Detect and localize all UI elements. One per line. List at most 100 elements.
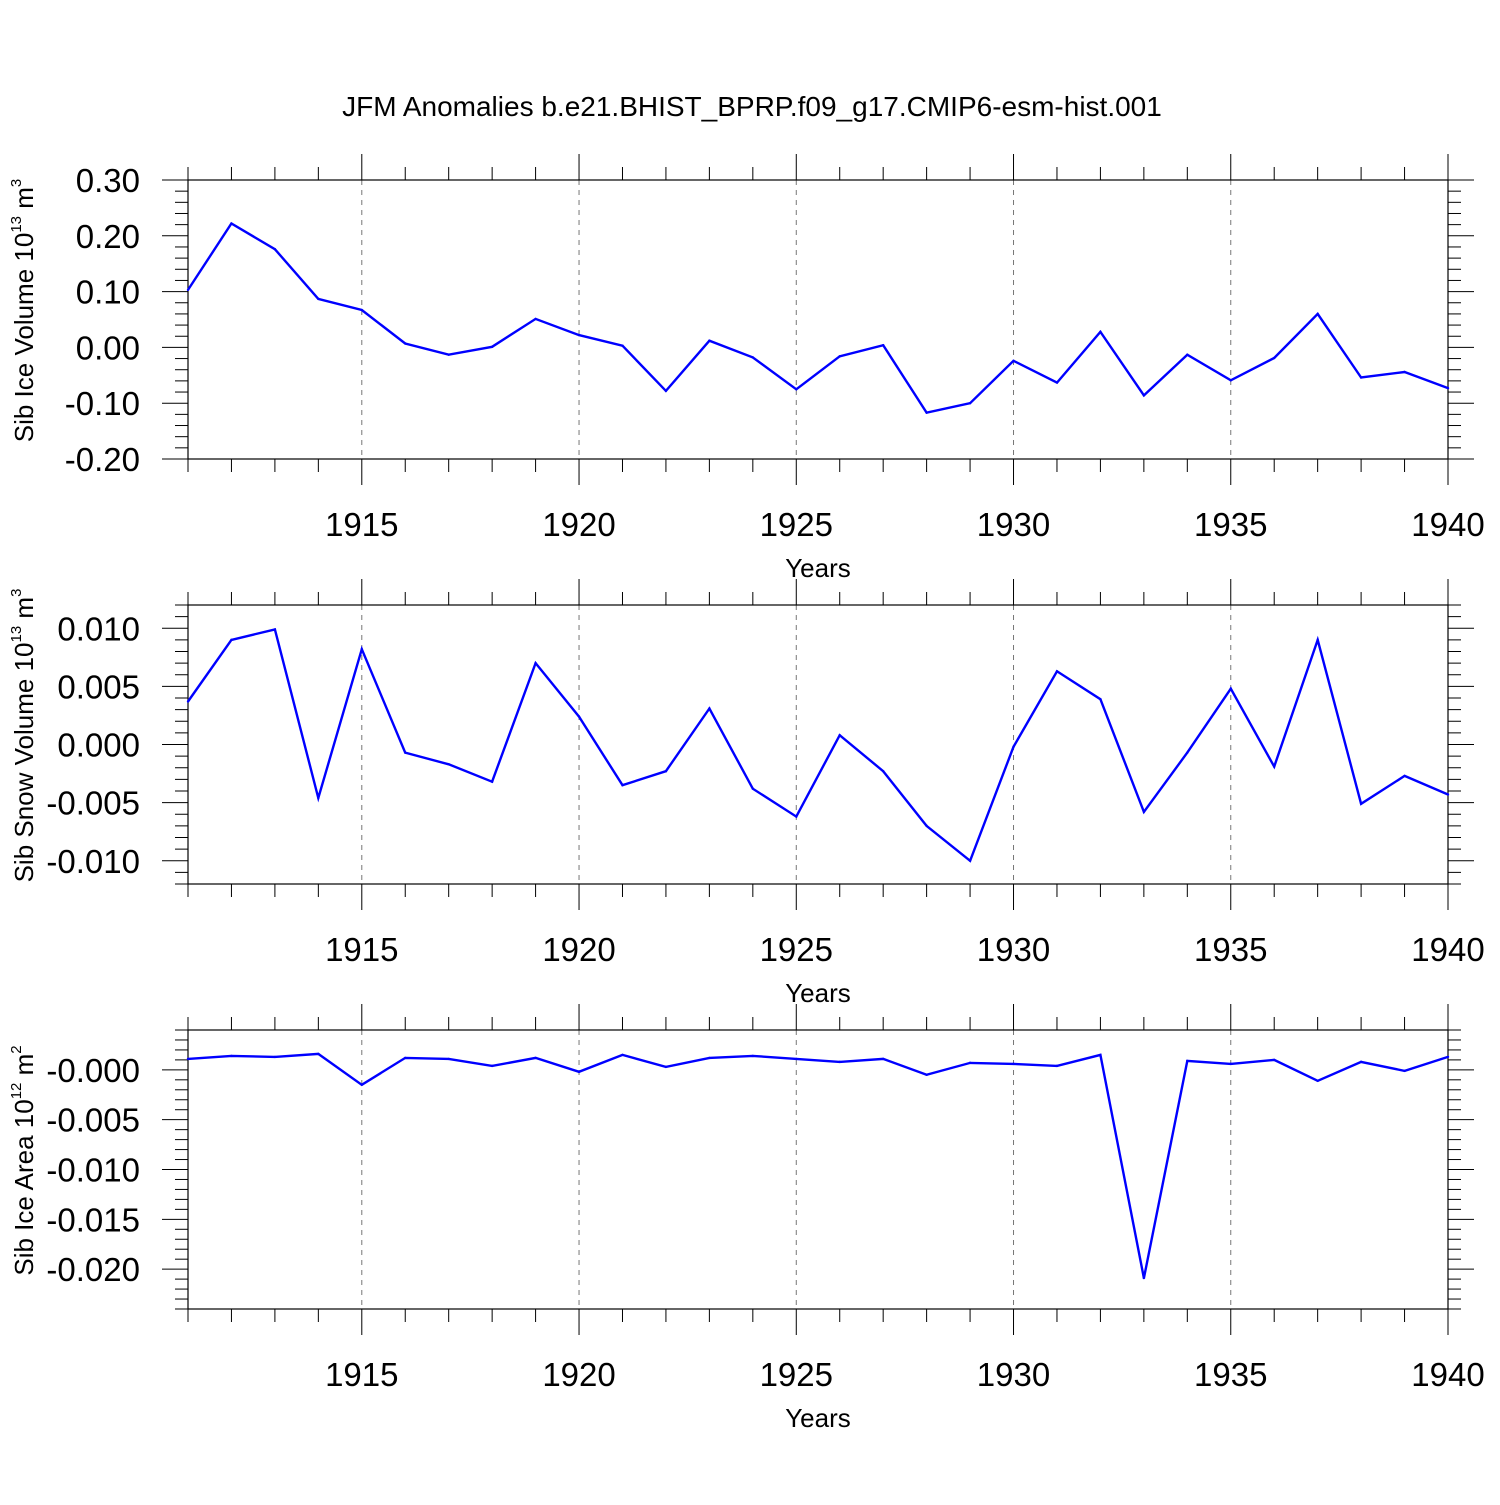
- data-point: [404, 751, 407, 754]
- data-point: [1403, 774, 1406, 778]
- y-tick-label: -0.20: [65, 441, 140, 478]
- x-tick-label: 1920: [542, 1356, 615, 1393]
- data-point: [230, 1054, 233, 1058]
- data-point: [360, 647, 363, 651]
- data-point: [621, 1053, 624, 1057]
- data-point: [795, 388, 798, 391]
- data-point: [621, 783, 624, 787]
- data-point: [577, 1070, 581, 1074]
- data-point: [664, 770, 668, 773]
- data-point: [1229, 1062, 1232, 1066]
- y-tick-label: -0.10: [65, 385, 140, 422]
- data-point: [708, 707, 711, 710]
- data-point: [1359, 376, 1363, 379]
- data-point: [838, 734, 841, 737]
- data-point: [968, 1061, 972, 1065]
- panel-sib-snow-volume: -0.010 -0.005 0.000 0.005 0.010 1915 1920 1925 1…: [8, 579, 1485, 1008]
- y-axis-title-unit-exponent: 3: [8, 589, 25, 597]
- data-point: [186, 1057, 190, 1061]
- data-point: [230, 222, 233, 225]
- y-axis-title-unit: m: [9, 1054, 39, 1083]
- data-point: [968, 859, 972, 862]
- data-point: [186, 288, 190, 292]
- data-point: [708, 1056, 711, 1060]
- data-point: [1273, 356, 1276, 360]
- x-tick-label: 1935: [1194, 931, 1267, 968]
- panel-sib-ice-area: -0.020 -0.015 -0.010 -0.005 -0.000 1915 1920 19…: [8, 1004, 1485, 1433]
- data-point: [1186, 1059, 1189, 1063]
- data-point: [360, 308, 363, 312]
- y-tick-label: -0.010: [46, 1152, 140, 1189]
- y-tick-label: 0.000: [57, 727, 140, 764]
- x-tick-label: 1940: [1411, 1356, 1484, 1393]
- data-point: [1142, 1276, 1146, 1280]
- x-tick-label: 1920: [542, 506, 615, 543]
- plot-frame: [187, 604, 1449, 885]
- x-tick-label: 1925: [760, 506, 833, 543]
- data-point: [1316, 1079, 1319, 1083]
- panel-sib-ice-volume: -0.20 -0.10 0.00 0.10 0.20 0.30 1915 1920 1925 19…: [8, 154, 1485, 583]
- x-axis-title: Years: [785, 978, 851, 1008]
- data-point: [1359, 802, 1363, 805]
- data-point: [1055, 670, 1059, 673]
- data-point: [664, 1065, 668, 1069]
- data-point: [881, 343, 885, 347]
- data-point: [1229, 379, 1232, 382]
- data-point: [360, 1083, 363, 1087]
- data-point: [1229, 687, 1232, 690]
- data-point: [751, 1054, 755, 1058]
- data-point: [1403, 370, 1406, 374]
- x-tick-label: 1915: [325, 1356, 398, 1393]
- data-point: [1099, 1053, 1102, 1057]
- y-axis-title-exponent: 12: [8, 1083, 25, 1100]
- data-point: [317, 796, 320, 800]
- data-point: [1446, 386, 1450, 390]
- y-axis-title-unit: m: [9, 187, 39, 216]
- x-tick-label: 1915: [325, 931, 398, 968]
- data-point: [751, 787, 755, 790]
- data-point: [1142, 394, 1146, 397]
- data-point: [273, 1055, 277, 1059]
- data-point: [447, 763, 450, 766]
- data-point: [621, 344, 624, 347]
- data-point: [838, 1060, 841, 1064]
- y-axis-title-unit-exponent: 2: [8, 1045, 25, 1053]
- data-point: [490, 345, 494, 349]
- series-line: [187, 1052, 1449, 1279]
- y-axis-title-main: Sib Ice Volume 10: [9, 233, 39, 443]
- data-point: [1142, 810, 1146, 814]
- data-point: [881, 1057, 885, 1061]
- data-point: [795, 1057, 798, 1061]
- y-tick-label: 0.00: [76, 329, 140, 366]
- data-point: [1446, 793, 1450, 796]
- data-point: [490, 1064, 494, 1068]
- y-axis-title-exponent: 13: [8, 626, 25, 643]
- y-axis-title: Sib Ice Volume 1013 m3: [8, 179, 39, 443]
- data-point: [1012, 1062, 1015, 1066]
- plot-frame: [187, 1029, 1449, 1310]
- data-point: [534, 317, 537, 321]
- data-point: [317, 297, 320, 301]
- data-point: [1403, 1069, 1406, 1073]
- data-point: [968, 402, 972, 405]
- y-tick-label: 0.005: [57, 668, 140, 705]
- x-tick-label: 1920: [542, 931, 615, 968]
- data-point: [751, 356, 755, 359]
- data-point: [881, 770, 885, 773]
- data-point: [925, 1073, 928, 1077]
- data-point: [1012, 745, 1015, 749]
- y-tick-label: -0.010: [46, 843, 140, 880]
- series-line: [187, 627, 1449, 863]
- y-axis-title: Sib Ice Area 1012 m2: [8, 1045, 39, 1275]
- data-point: [664, 389, 668, 393]
- data-point: [708, 339, 711, 342]
- data-point: [1186, 751, 1189, 754]
- y-tick-label: -0.015: [46, 1201, 140, 1238]
- data-point: [490, 780, 494, 783]
- data-point: [404, 342, 407, 345]
- x-axis-title: Years: [785, 553, 851, 583]
- data-point: [404, 1056, 407, 1060]
- y-axis-title-unit: m: [9, 597, 39, 626]
- data-point: [1055, 1064, 1059, 1068]
